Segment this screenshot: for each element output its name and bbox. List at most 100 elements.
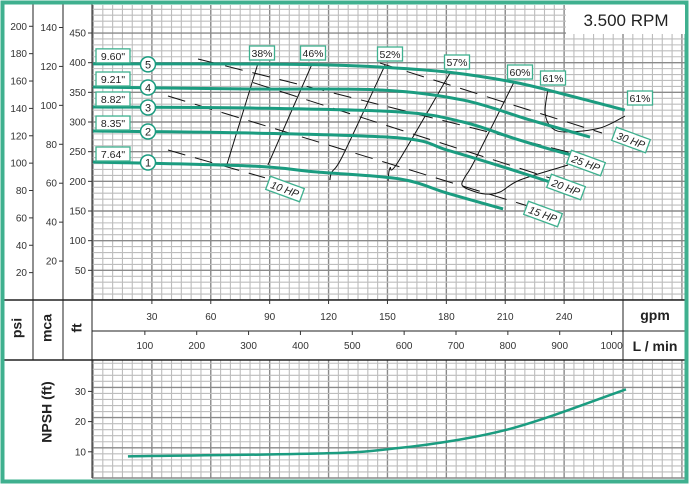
efficiency-line [226, 62, 259, 165]
npsh-tick-label: 30 [75, 387, 87, 398]
y-tick-label: 50 [75, 266, 87, 277]
efficiency-label: 61% [539, 70, 567, 86]
impeller-diameter-label: 9.21" [95, 71, 131, 87]
y-tick-label: 200 [69, 177, 86, 188]
power-label: 20 HP [545, 173, 587, 201]
x-tick-label: 30 [146, 312, 158, 323]
x-tick-label: 240 [556, 312, 573, 323]
x-axis-label-gpm: gpm [640, 307, 670, 323]
y-tick-label: 150 [69, 207, 86, 218]
efficiency-label-text: 61% [629, 93, 650, 105]
impeller-number-badge: 1 [139, 154, 157, 171]
y-tick-label: 300 [69, 118, 86, 129]
x-tick-label: 300 [240, 341, 257, 352]
impeller-diameter-label-text: 8.35" [101, 118, 125, 130]
y-tick-label: 140 [10, 104, 27, 115]
efficiency-label-box [539, 70, 567, 86]
power-line [167, 95, 529, 207]
efficiency-label-box [299, 45, 327, 61]
y-tick-label: 200 [10, 22, 27, 33]
badge-number: 1 [145, 157, 151, 169]
efficiency-label-box [248, 45, 276, 61]
impeller-diameter-label: 8.35" [95, 115, 131, 131]
impeller-number-badge: 3 [139, 99, 157, 116]
impeller-diameter-label-box [95, 115, 131, 131]
npsh-grid [92, 360, 686, 479]
power-line [197, 58, 581, 156]
power-label: 10 HP [264, 175, 306, 203]
badge-number: 3 [145, 102, 151, 114]
y-tick-label: 120 [10, 131, 27, 142]
y-tick-label: 40 [16, 241, 28, 252]
x-tick-label: 200 [188, 341, 205, 352]
x-axis-label-lmin: L / min [633, 338, 678, 354]
efficiency-label-text: 46% [302, 48, 323, 60]
y-tick-label: 100 [69, 236, 86, 247]
y-tick-label: 60 [16, 213, 28, 224]
power-label: 25 HP [565, 149, 607, 177]
power-line [379, 62, 603, 134]
impeller-diameter-label: 7.64" [95, 146, 131, 162]
efficiency-label-box [376, 46, 404, 62]
efficiency-label-box [443, 54, 471, 70]
y-tick-label: 100 [10, 159, 27, 170]
x-tick-label: 600 [396, 341, 413, 352]
badge-number: 4 [145, 83, 151, 95]
y-tick-label: 80 [16, 186, 28, 197]
npsh-tick-label: 10 [75, 447, 87, 458]
efficiency-line [461, 81, 569, 195]
impeller-diameter-label-box [95, 71, 131, 87]
badge-number: 5 [145, 59, 151, 71]
y-tick-label: 450 [69, 29, 86, 40]
efficiency-label-text: 52% [379, 49, 400, 61]
axes: 20406080100120140160180200psi20406080100… [9, 22, 678, 459]
y-tick-label: 160 [10, 77, 27, 88]
efficiency-line [267, 63, 313, 166]
impeller-diameter-label-box [95, 48, 131, 64]
x-tick-label: 800 [500, 341, 517, 352]
y-tick-label: 100 [40, 101, 57, 112]
x-tick-label: 90 [264, 312, 276, 323]
impeller-diameter-label-text: 8.82" [101, 94, 125, 106]
efficiency-label-text: 60% [509, 67, 530, 79]
efficiency-label: 38% [248, 45, 276, 61]
impeller-curve [92, 105, 581, 159]
x-tick-label: 210 [497, 312, 514, 323]
rpm-box: 3.500 RPM [566, 5, 685, 34]
efficiency-label-text: 57% [446, 57, 467, 69]
x-tick-label: 400 [292, 341, 309, 352]
efficiency-label: 60% [506, 64, 534, 80]
power-line [252, 82, 551, 179]
efficiency-label: 46% [299, 45, 327, 61]
y-tick-label: 80 [46, 140, 58, 151]
axis-label-mca: mca [39, 314, 55, 342]
impeller-diameter-label-box [95, 146, 131, 162]
efficiency-label: 57% [443, 54, 471, 70]
x-tick-label: 100 [137, 341, 154, 352]
axis-band [92, 300, 686, 360]
x-tick-label: 1000 [600, 341, 623, 352]
efficiency-label: 61% [626, 90, 654, 106]
efficiency-label-box [626, 90, 654, 106]
impeller-curve [92, 62, 626, 112]
impeller-curve [92, 160, 504, 211]
efficiency-line [544, 88, 626, 133]
y-tick-label: 20 [16, 268, 28, 279]
power-label-box [264, 175, 306, 203]
impeller-diameter-label-text: 9.60" [101, 51, 125, 63]
npsh-curve-group [127, 388, 627, 458]
impeller-diameter-label-text: 9.21" [101, 74, 125, 86]
impeller-number-badge: 5 [139, 56, 157, 73]
impeller-diameter-label-box [95, 91, 131, 107]
impeller-curve [92, 85, 591, 139]
efficiency-label-text: 38% [251, 48, 272, 60]
x-tick-label: 180 [438, 312, 455, 323]
axis-label-ft: ft [69, 323, 85, 333]
power-label: 30 HP [610, 126, 652, 154]
x-tick-label: 900 [551, 341, 568, 352]
impeller-diameter-label: 8.82" [95, 91, 131, 107]
impeller-curve [92, 129, 551, 184]
